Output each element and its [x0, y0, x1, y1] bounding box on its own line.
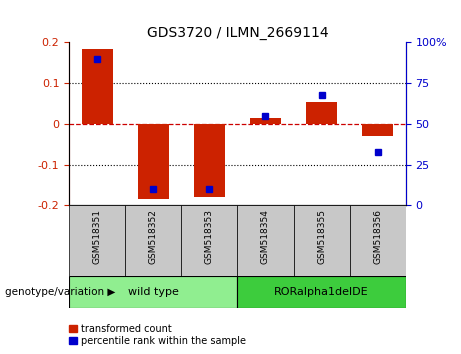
Text: GSM518351: GSM518351 — [93, 209, 102, 264]
Bar — [138, 124, 169, 199]
Text: genotype/variation ▶: genotype/variation ▶ — [5, 287, 115, 297]
Bar — [69, 276, 237, 308]
Bar — [194, 124, 225, 197]
Text: GSM518355: GSM518355 — [317, 209, 326, 264]
Bar — [250, 118, 281, 124]
Text: wild type: wild type — [128, 287, 179, 297]
Bar — [349, 205, 406, 276]
Bar — [306, 102, 337, 124]
Text: GSM518352: GSM518352 — [149, 209, 158, 264]
Bar — [125, 205, 181, 276]
Text: GSM518353: GSM518353 — [205, 209, 214, 264]
Title: GDS3720 / ILMN_2669114: GDS3720 / ILMN_2669114 — [147, 26, 328, 40]
Bar — [69, 205, 125, 276]
Bar — [181, 205, 237, 276]
Text: GSM518354: GSM518354 — [261, 209, 270, 264]
Bar — [294, 205, 349, 276]
Bar — [237, 205, 294, 276]
Bar — [362, 124, 393, 136]
Text: GSM518356: GSM518356 — [373, 209, 382, 264]
Text: RORalpha1delDE: RORalpha1delDE — [274, 287, 369, 297]
Bar — [82, 48, 112, 124]
Legend: transformed count, percentile rank within the sample: transformed count, percentile rank withi… — [70, 324, 246, 346]
Bar — [237, 276, 406, 308]
